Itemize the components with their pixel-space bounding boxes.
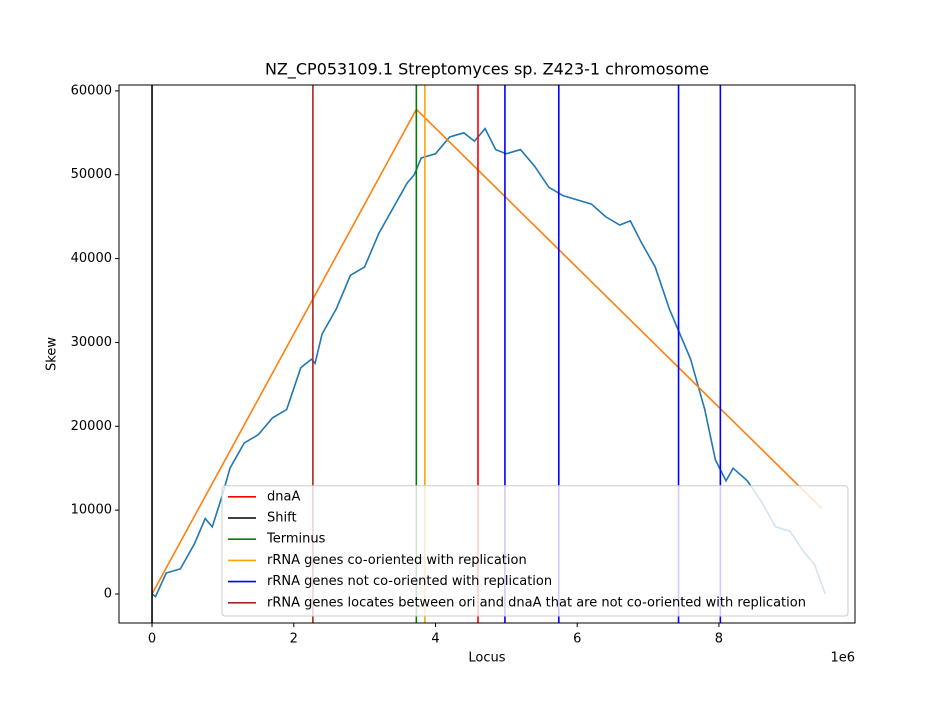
legend: dnaA Shift Terminus rRNA genes co-oriented … bbox=[221, 485, 849, 617]
x-offset-label: 1e6 bbox=[830, 651, 855, 666]
y-tick-label: 0 bbox=[104, 586, 112, 601]
legend-box bbox=[221, 485, 849, 617]
y-tick-label: 10000 bbox=[71, 503, 112, 518]
y-tick-label: 50000 bbox=[71, 167, 112, 182]
x-tick-label: 0 bbox=[148, 632, 156, 647]
y-axis-label: Skew bbox=[45, 337, 60, 371]
legend-label: Terminus bbox=[266, 532, 326, 547]
x-tick-label: 6 bbox=[573, 632, 581, 647]
y-tick-label: 60000 bbox=[71, 83, 112, 98]
x-tick-label: 2 bbox=[290, 632, 298, 647]
legend-label: rRNA genes not co-oriented with replicat… bbox=[267, 574, 552, 589]
y-tick-label: 40000 bbox=[71, 251, 112, 266]
y-tick-label: 20000 bbox=[71, 419, 112, 434]
legend-label: dnaA bbox=[267, 489, 300, 504]
plot-frame bbox=[118, 84, 856, 624]
y-tick-label: 30000 bbox=[71, 335, 112, 350]
legend-label: rRNA genes locates between ori and dnaA … bbox=[267, 595, 806, 610]
legend-label: rRNA genes co-oriented with replication bbox=[267, 553, 527, 568]
chart-title: NZ_CP053109.1 Streptomyces sp. Z423-1 ch… bbox=[265, 60, 709, 80]
x-tick-label: 8 bbox=[715, 632, 723, 647]
x-tick-label: 4 bbox=[431, 632, 439, 647]
x-axis-label: Locus bbox=[468, 651, 505, 666]
legend-label: Shift bbox=[267, 511, 297, 526]
data-line bbox=[151, 127, 826, 598]
